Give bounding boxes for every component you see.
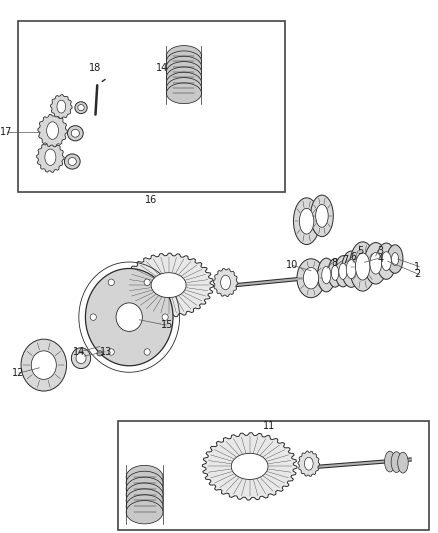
Text: 12: 12	[12, 368, 24, 378]
Ellipse shape	[78, 104, 84, 111]
Ellipse shape	[166, 83, 201, 103]
Ellipse shape	[346, 260, 356, 279]
Ellipse shape	[126, 483, 163, 506]
Ellipse shape	[318, 258, 335, 292]
Text: 4: 4	[377, 254, 383, 263]
Ellipse shape	[370, 253, 382, 274]
Ellipse shape	[356, 253, 370, 280]
Ellipse shape	[392, 253, 399, 265]
Ellipse shape	[297, 259, 325, 298]
Ellipse shape	[45, 149, 56, 165]
Text: 3: 3	[377, 246, 383, 255]
Text: 18: 18	[89, 63, 102, 73]
Text: 2: 2	[414, 270, 420, 279]
Ellipse shape	[57, 100, 66, 113]
Ellipse shape	[71, 130, 79, 137]
Text: 1: 1	[414, 262, 420, 271]
Ellipse shape	[166, 67, 201, 87]
Ellipse shape	[116, 303, 142, 332]
Ellipse shape	[162, 314, 168, 320]
Ellipse shape	[166, 72, 201, 93]
Ellipse shape	[46, 122, 59, 139]
Polygon shape	[298, 451, 320, 477]
Ellipse shape	[293, 198, 320, 245]
Polygon shape	[124, 253, 214, 317]
Ellipse shape	[381, 252, 391, 271]
Polygon shape	[37, 142, 64, 172]
Ellipse shape	[126, 495, 163, 518]
Ellipse shape	[68, 158, 76, 165]
Text: 11: 11	[263, 422, 276, 431]
Bar	[18, 21, 285, 192]
Ellipse shape	[335, 256, 351, 287]
Ellipse shape	[322, 266, 331, 284]
Text: 16: 16	[145, 195, 157, 205]
Ellipse shape	[31, 351, 57, 379]
Ellipse shape	[126, 465, 163, 489]
Ellipse shape	[144, 279, 150, 286]
Ellipse shape	[328, 259, 342, 287]
Text: 14: 14	[73, 347, 85, 357]
Ellipse shape	[75, 102, 87, 114]
Ellipse shape	[21, 339, 67, 391]
Ellipse shape	[391, 452, 402, 472]
Ellipse shape	[151, 273, 186, 297]
Ellipse shape	[350, 242, 376, 291]
Ellipse shape	[85, 269, 173, 366]
Ellipse shape	[316, 205, 328, 227]
Ellipse shape	[126, 471, 163, 495]
Ellipse shape	[221, 275, 230, 290]
Ellipse shape	[90, 314, 96, 320]
Polygon shape	[213, 269, 238, 296]
Ellipse shape	[126, 500, 163, 524]
Text: 10: 10	[286, 261, 298, 270]
Ellipse shape	[364, 243, 387, 284]
Ellipse shape	[108, 279, 114, 286]
Ellipse shape	[166, 78, 201, 98]
Ellipse shape	[166, 51, 201, 71]
Text: 5: 5	[357, 246, 364, 255]
Polygon shape	[50, 95, 72, 118]
Ellipse shape	[299, 208, 314, 234]
Ellipse shape	[67, 126, 83, 141]
Text: 14: 14	[156, 63, 168, 73]
Text: 6: 6	[351, 253, 357, 262]
Ellipse shape	[304, 457, 313, 470]
Polygon shape	[202, 433, 297, 500]
Text: 13: 13	[100, 347, 112, 357]
Ellipse shape	[108, 349, 114, 355]
Ellipse shape	[144, 349, 150, 355]
Text: 8: 8	[331, 258, 337, 268]
Ellipse shape	[377, 243, 396, 279]
Ellipse shape	[166, 46, 201, 66]
Ellipse shape	[339, 263, 347, 279]
Ellipse shape	[71, 348, 91, 368]
Ellipse shape	[97, 351, 103, 356]
Ellipse shape	[76, 353, 86, 364]
Ellipse shape	[342, 251, 361, 287]
Text: 7: 7	[342, 255, 348, 265]
Ellipse shape	[385, 451, 395, 472]
Ellipse shape	[332, 265, 339, 280]
Ellipse shape	[303, 268, 319, 289]
Text: 15: 15	[161, 320, 173, 330]
Ellipse shape	[231, 453, 268, 480]
Ellipse shape	[166, 62, 201, 82]
Polygon shape	[38, 115, 67, 147]
Ellipse shape	[126, 477, 163, 500]
Text: 17: 17	[0, 127, 12, 137]
Bar	[118, 421, 429, 530]
Ellipse shape	[398, 453, 408, 473]
Ellipse shape	[311, 195, 333, 237]
Ellipse shape	[126, 489, 163, 512]
Ellipse shape	[64, 154, 80, 169]
Ellipse shape	[387, 245, 403, 273]
Ellipse shape	[166, 56, 201, 77]
